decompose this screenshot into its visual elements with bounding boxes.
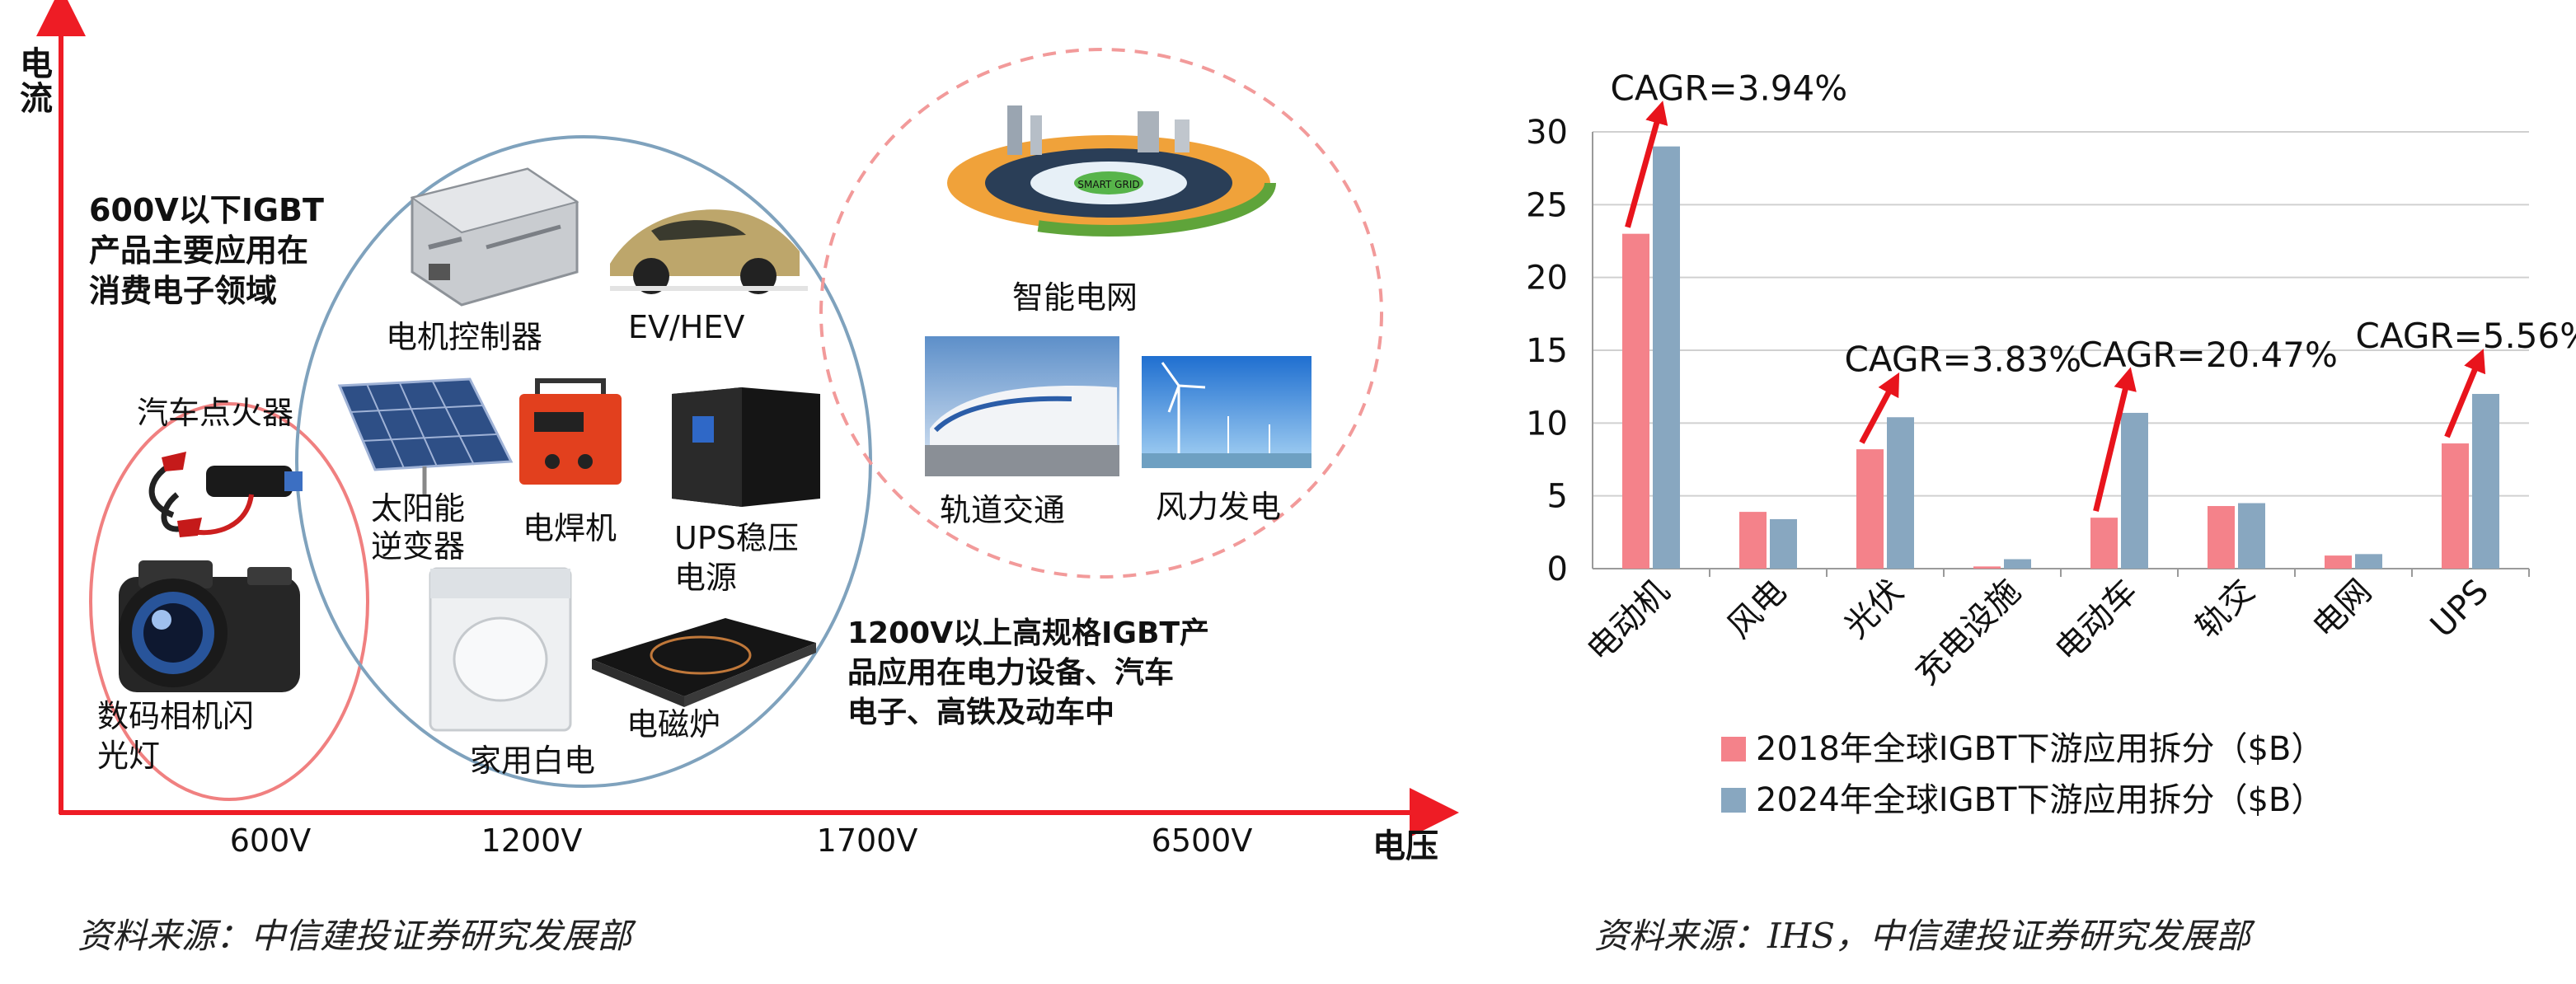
x-tick-label: 电动车 (2048, 573, 2145, 669)
voltage-tick-1200v: 1200V (481, 822, 583, 859)
x-tick-label: 电动机 (1580, 573, 1677, 669)
washing-machine-picture (429, 567, 572, 732)
cagr-arrow (2093, 367, 2137, 512)
bar-2018-7 (2442, 443, 2469, 569)
bar-2024-0 (1653, 146, 1680, 569)
y-tick-label: 10 (1526, 405, 1568, 443)
induction-cooker-label: 电磁炉 (626, 706, 720, 743)
bar-2024-5 (2238, 503, 2265, 569)
ups-picture (672, 387, 820, 507)
bar-2024-6 (2355, 554, 2382, 569)
voltage-tick-1700v: 1700V (817, 822, 918, 859)
voltage-current-diagram: 电流 电压 600V 1200V 1700V 6500V 600V以下IGBT … (14, 0, 1459, 865)
welder-label: 电焊机 (523, 510, 617, 546)
camera-picture (119, 560, 300, 692)
high-voltage-circle (819, 48, 1383, 579)
camera-flash-label-line-1: 数码相机闪 (97, 698, 254, 734)
chart-gridlines (1592, 131, 2529, 569)
low-voltage-note: 600V以下IGBT 产品主要应用在 消费电子领域 (89, 192, 324, 309)
low-voltage-note-line-1: 600V以下IGBT (89, 192, 324, 228)
legend-swatch-0 (1721, 737, 1746, 761)
legend-label-1: 2024年全球IGBT下游应用拆分（$B） (1756, 781, 2324, 819)
ev-hev-picture (610, 209, 808, 294)
y-tick-label: 0 (1547, 551, 1568, 588)
ups-label-line-2: 电源 (674, 560, 737, 596)
chart-bars (1622, 146, 2499, 569)
legend-label-0: 2018年全球IGBT下游应用拆分（$B） (1756, 730, 2324, 768)
camera-flash-label-line-2: 光灯 (97, 738, 160, 774)
washing-machine-label: 家用白电 (470, 743, 595, 779)
x-tick-label: 风电 (1720, 573, 1794, 646)
bar-2018-6 (2325, 555, 2352, 569)
y-tick-label: 15 (1526, 332, 1568, 370)
y-axis-label: 电流 (14, 46, 53, 115)
rail-transit-label: 轨道交通 (940, 492, 1065, 528)
cagr-label: CAGR=3.83% (1845, 339, 2082, 379)
voltage-tick-6500v: 6500V (1152, 822, 1253, 859)
low-voltage-note-line-3: 消费电子领域 (89, 273, 277, 309)
ups-label-line-1: UPS稳压 (674, 520, 799, 556)
bar-2018-3 (1973, 566, 2001, 569)
ev-hev-label: EV/HEV (628, 309, 744, 345)
smart-grid-badge: SMART GRID (1077, 179, 1139, 190)
x-tick-label: 充电设施 (1907, 573, 2028, 693)
smart-grid-label: 智能电网 (1012, 279, 1138, 316)
rail-transit-picture (925, 336, 1119, 476)
bar-2024-3 (2004, 559, 2031, 569)
bar-2018-0 (1622, 233, 1649, 569)
cagr-arrow (1625, 101, 1668, 228)
y-tick-label: 20 (1526, 260, 1568, 298)
welder-picture (519, 378, 622, 485)
legend-swatch-1 (1721, 788, 1746, 813)
bar-2018-4 (2090, 518, 2118, 569)
low-voltage-circle (89, 402, 369, 801)
x-tick-label: 轨交 (2189, 573, 2262, 646)
chart-cagr-annotations: CAGR=3.94% CAGR=3.83%CAGR=20.47% CAGR=5.56… (1611, 68, 2576, 512)
motor-controller-label: 电机控制器 (386, 319, 542, 355)
cagr-label: CAGR=5.56% (2356, 316, 2576, 356)
cagr-arrow (2444, 349, 2486, 438)
bar-2024-7 (2472, 394, 2499, 569)
high-voltage-note-line-3: 电子、高铁及动车中 (847, 696, 1114, 729)
high-voltage-note: 1200V以上高规格IGBT产 品应用在电力设备、汽车 电子、高铁及动车中 (847, 616, 1209, 729)
bar-2018-2 (1856, 449, 1884, 569)
bar-2024-1 (1770, 518, 1797, 569)
x-tick-label: UPS (2424, 573, 2496, 645)
y-tick-label: 5 (1547, 478, 1568, 516)
right-source-note: 资料来源：IHS，中信建投证券研究发展部 (1594, 916, 2255, 956)
x-tick-label: 光伏 (1837, 573, 1911, 646)
low-voltage-note-line-2: 产品主要应用在 (89, 232, 308, 269)
car-igniter-picture (148, 452, 303, 537)
voltage-tick-600v: 600V (230, 822, 312, 859)
bar-2018-1 (1739, 512, 1767, 569)
bar-2018-5 (2208, 506, 2235, 569)
high-voltage-note-line-2: 品应用在电力设备、汽车 (847, 656, 1174, 690)
solar-panel-picture (337, 377, 514, 494)
x-axis-label: 电压 (1372, 827, 1438, 865)
solar-inverter-label-line-1: 太阳能 (371, 490, 465, 527)
left-source-note: 资料来源：中信建投证券研究发展部 (77, 916, 636, 956)
car-igniter-label: 汽车点火器 (137, 395, 293, 431)
wind-power-picture (1142, 356, 1311, 468)
chart-y-ticks: 0 5 10 15 20 25 30 (1526, 114, 1568, 588)
motor-controller-picture (410, 167, 579, 307)
y-tick-label: 30 (1526, 114, 1568, 152)
cagr-arrow (1859, 372, 1900, 444)
wind-power-label: 风力发电 (1156, 489, 1281, 525)
y-tick-label: 25 (1526, 186, 1568, 224)
x-tick-label: 电网 (2306, 573, 2379, 646)
smart-grid-picture: SMART GRID (941, 105, 1276, 237)
bar-2024-4 (2121, 412, 2148, 569)
cagr-label: CAGR=3.94% (1611, 68, 1848, 109)
induction-cooker-picture (592, 618, 816, 707)
cagr-label: CAGR=20.47% (2079, 335, 2338, 375)
high-voltage-note-line-1: 1200V以上高规格IGBT产 (847, 616, 1209, 650)
bar-2024-2 (1887, 417, 1914, 569)
solar-inverter-label-line-2: 逆变器 (371, 528, 465, 565)
chart-legend: 2018年全球IGBT下游应用拆分（$B） 2024年全球IGBT下游应用拆分（$… (1721, 730, 2324, 819)
